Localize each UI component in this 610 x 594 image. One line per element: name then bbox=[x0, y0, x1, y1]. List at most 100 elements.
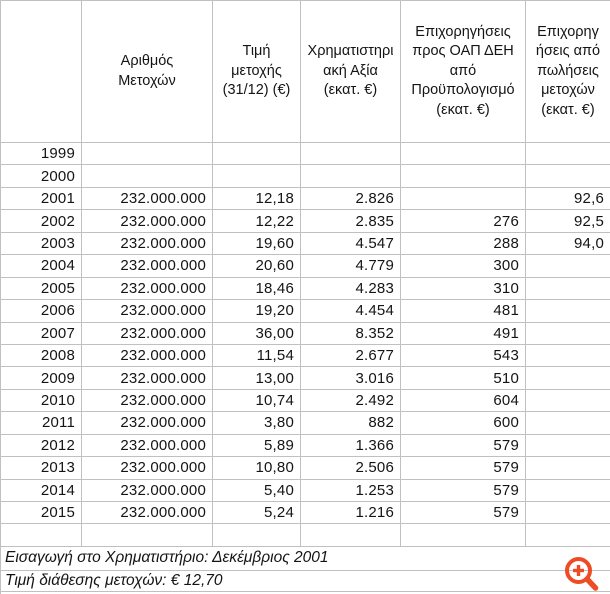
table-cell-sales bbox=[526, 345, 610, 368]
table-cell-cap: 2.492 bbox=[301, 389, 401, 413]
table-cell-cap: 3.016 bbox=[301, 367, 401, 390]
table-row: 2008 232.000.000 11,54 2.677 543 bbox=[1, 344, 610, 368]
table-cell-subsidy: 579 bbox=[401, 434, 526, 458]
table-header-row: Αριθμός Μετοχών Τιμή μετοχής (31/12) (€)… bbox=[1, 1, 610, 143]
table-cell-year: 2015 bbox=[1, 502, 82, 525]
table-cell-sales: 92,5 bbox=[526, 210, 610, 233]
table-cell-price: 13,00 bbox=[213, 367, 301, 390]
table-cell-subsidy bbox=[401, 143, 526, 166]
table-row: 2004 232.000.000 20,60 4.779 300 bbox=[1, 255, 610, 278]
table-cell-sales bbox=[526, 435, 610, 458]
table-cell-year: 2011 bbox=[1, 412, 82, 435]
table-row: 2011 232.000.000 3,80 882 600 bbox=[1, 412, 610, 435]
footer-note-price-text: Τιμή διάθεσης μετοχών: € 12,70 bbox=[5, 571, 223, 589]
table-cell-price: 5,24 bbox=[213, 502, 301, 525]
table-cell-subsidy bbox=[401, 165, 526, 188]
table-rows: 1999 2000 2001 232.000.000 12,18 2.826 92,6 200… bbox=[1, 143, 610, 547]
table-cell-year: 2001 bbox=[1, 187, 82, 211]
table-cell-year: 2000 bbox=[1, 165, 82, 188]
table-cell-year: 2012 bbox=[1, 434, 82, 458]
table-cell-cap: 4.779 bbox=[301, 255, 401, 278]
table-cell-sales bbox=[526, 323, 610, 345]
table-cell-cap bbox=[301, 165, 401, 188]
table-cell-price bbox=[213, 143, 301, 166]
table-cell-sales bbox=[526, 502, 610, 525]
table-cell-subsidy: 579 bbox=[401, 502, 526, 525]
table-cell-sales bbox=[526, 480, 610, 502]
table-cell-shares: 232.000.000 bbox=[82, 344, 213, 368]
table-cell-subsidy: 579 bbox=[401, 479, 526, 502]
table-cell-year: 2014 bbox=[1, 479, 82, 502]
table-row: 2013 232.000.000 10,80 2.506 579 bbox=[1, 457, 610, 480]
table-cell-price: 5,89 bbox=[213, 434, 301, 458]
table-row: 2001 232.000.000 12,18 2.826 92,6 bbox=[1, 187, 610, 211]
table-cell-subsidy bbox=[401, 187, 526, 211]
data-table: Αριθμός Μετοχών Τιμή μετοχής (31/12) (€)… bbox=[1, 1, 610, 547]
table-cell-sales bbox=[526, 367, 610, 390]
table-cell-shares: 232.000.000 bbox=[82, 255, 213, 278]
table-cell-shares: 232.000.000 bbox=[82, 210, 213, 233]
table-cell-subsidy: 543 bbox=[401, 344, 526, 368]
table-cell-cap: 2.826 bbox=[301, 187, 401, 211]
table-row: 2005 232.000.000 18,46 4.283 310 bbox=[1, 277, 610, 301]
table-cell-price: 10,74 bbox=[213, 389, 301, 413]
table-cell-subsidy: 310 bbox=[401, 277, 526, 301]
table-row: 2014 232.000.000 5,40 1.253 579 bbox=[1, 479, 610, 502]
header-cell-shares: Αριθμός Μετοχών bbox=[82, 1, 213, 143]
zoom-in-icon bbox=[562, 557, 602, 594]
table-cell-price: 12,18 bbox=[213, 187, 301, 211]
table-cell-sales bbox=[526, 524, 610, 547]
table-cell-sales bbox=[526, 278, 610, 301]
table-cell-shares: 232.000.000 bbox=[82, 389, 213, 413]
table-cell-shares: 232.000.000 bbox=[82, 502, 213, 525]
table-cell-price: 19,20 bbox=[213, 300, 301, 323]
table-row: 2015 232.000.000 5,24 1.216 579 bbox=[1, 502, 610, 525]
table-cell-year: 2006 bbox=[1, 300, 82, 323]
table-row: 2010 232.000.000 10,74 2.492 604 bbox=[1, 389, 610, 413]
table-cell-cap: 1.366 bbox=[301, 434, 401, 458]
table-cell-shares: 232.000.000 bbox=[82, 187, 213, 211]
table-cell-year: 2005 bbox=[1, 277, 82, 301]
table-row: 2002 232.000.000 12,22 2.835 276 92,5 bbox=[1, 210, 610, 233]
table-cell-year: 2013 bbox=[1, 457, 82, 480]
table-cell-year: 1999 bbox=[1, 143, 82, 166]
table-cell-sales bbox=[526, 300, 610, 323]
table-cell-cap bbox=[301, 143, 401, 166]
table-cell-price: 11,54 bbox=[213, 344, 301, 368]
table-cell-shares bbox=[82, 524, 213, 547]
table-cell-shares: 232.000.000 bbox=[82, 367, 213, 390]
footer-note-price: Τιμή διάθεσης μετοχών: € 12,70 bbox=[1, 571, 610, 592]
table-cell-price bbox=[213, 524, 301, 547]
table-cell-subsidy: 604 bbox=[401, 389, 526, 413]
table-cell-subsidy: 579 bbox=[401, 457, 526, 480]
table-cell-subsidy: 481 bbox=[401, 300, 526, 323]
table-cell-sales bbox=[526, 143, 610, 166]
table-cell-shares: 232.000.000 bbox=[82, 277, 213, 301]
table-row: 1999 bbox=[1, 143, 610, 166]
table-cell-cap: 4.283 bbox=[301, 277, 401, 301]
table-row bbox=[1, 524, 610, 547]
table-cell-year: 2002 bbox=[1, 210, 82, 233]
table-cell-subsidy: 510 bbox=[401, 367, 526, 390]
table-row: 2003 232.000.000 19,60 4.547 288 94,0 bbox=[1, 232, 610, 256]
zoom-in-button[interactable] bbox=[562, 555, 602, 593]
footer-note-listing-text: Εισαγωγή στο Χρηματιστήριο: Δεκέμβριος 2… bbox=[5, 549, 329, 567]
table-cell-cap: 8.352 bbox=[301, 322, 401, 345]
table-row: 2012 232.000.000 5,89 1.366 579 bbox=[1, 434, 610, 458]
table-cell-shares: 232.000.000 bbox=[82, 412, 213, 435]
table-cell-sales bbox=[526, 457, 610, 480]
table-row: 2009 232.000.000 13,00 3.016 510 bbox=[1, 367, 610, 390]
table-cell-year: 2008 bbox=[1, 344, 82, 368]
table-cell-cap: 2.506 bbox=[301, 457, 401, 480]
header-cell-subsidy: Επιχορηγήσεις προς ΟΑΠ ΔΕΗ από Προϋπολογ… bbox=[401, 1, 526, 143]
table-cell-subsidy: 300 bbox=[401, 255, 526, 278]
table-cell-cap: 4.547 bbox=[301, 232, 401, 256]
table-cell-price: 20,60 bbox=[213, 255, 301, 278]
table-cell-shares: 232.000.000 bbox=[82, 457, 213, 480]
table-cell-price: 36,00 bbox=[213, 322, 301, 345]
table-cell-sales bbox=[526, 390, 610, 413]
table-cell-price: 5,40 bbox=[213, 479, 301, 502]
table-row: 2000 bbox=[1, 165, 610, 188]
table-cell-cap: 2.677 bbox=[301, 344, 401, 368]
